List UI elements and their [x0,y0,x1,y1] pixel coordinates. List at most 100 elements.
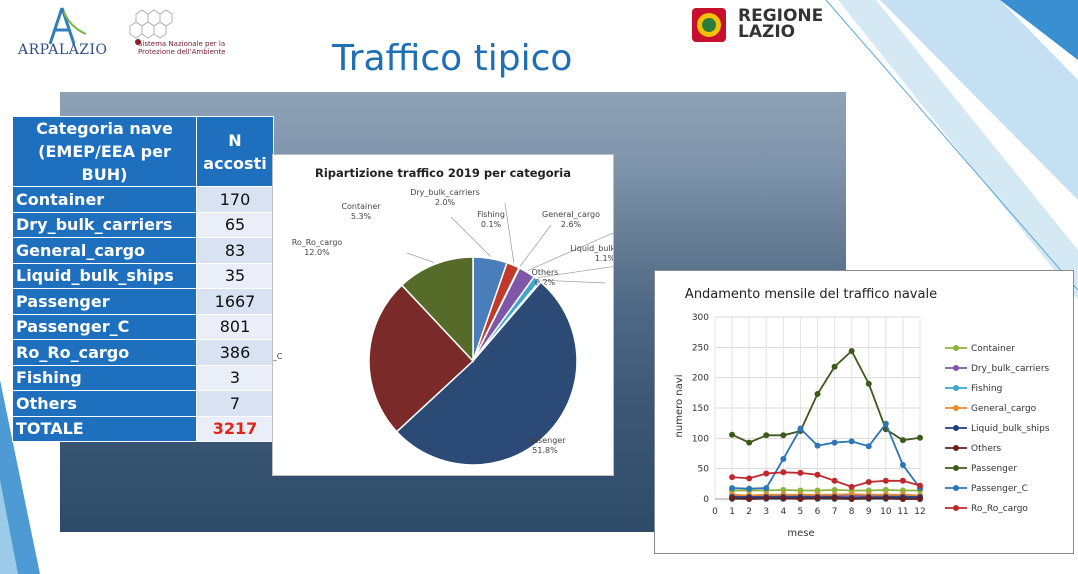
y-tick-label: 50 [698,465,710,475]
data-point [763,495,770,502]
table-cell-count: 3 [196,364,274,391]
series-line-passenger [731,349,921,444]
legend-swatch-marker [953,385,959,391]
table-cell-category: Passenger [12,288,197,315]
x-tick-label: 11 [897,507,908,517]
regione-lazio-logo-text: REGIONE LAZIO [738,6,824,42]
table-header-category: Categoria nave (EMEP/EEA per BUH) [12,116,197,187]
table-cell-count: 386 [196,339,274,366]
legend-swatch-marker [953,345,959,351]
series-line-ro-ro-cargo [732,471,921,488]
data-point [763,485,770,492]
legend-label: Dry_bulk_carriers [971,364,1050,374]
legend-swatch-marker [953,445,959,451]
legend-label: Passenger [971,464,1017,474]
x-tick-label: 4 [780,507,786,517]
legend-label: Passenger_C [971,484,1028,494]
data-point [729,495,736,502]
legend-label: Container [971,344,1015,354]
pie-label-percent: 51.8% [532,446,558,455]
pie-label-name: General_cargo [542,210,600,219]
table-cell-count: 35 [196,262,274,289]
data-point [814,391,821,398]
data-point [882,495,889,502]
table-row: Passenger 1667 [12,288,274,315]
data-point [797,469,804,476]
pie-label-name: Fishing [477,210,505,219]
data-point [763,432,770,439]
pie-slice-ro-ro-cargo [400,256,474,363]
data-point [831,363,838,370]
data-point [797,496,804,502]
data-point [729,474,736,481]
data-point [814,495,821,502]
pie-label-name: Dry_bulk_carriers [410,188,480,197]
data-point [797,487,804,494]
x-tick-label: 2 [746,507,752,517]
table-cell-count: 170 [196,186,274,213]
data-point [865,487,872,494]
data-point [848,347,855,354]
x-axis-label: mese [787,528,814,539]
legend-label: General_cargo [971,404,1037,414]
data-point [917,496,923,502]
table-header-count: N accosti [196,116,274,187]
data-point [746,496,753,502]
legend-swatch-marker [953,405,959,411]
data-point [917,434,923,441]
data-point [780,455,787,462]
x-tick-label: 1 [729,507,735,517]
y-tick-label: 250 [692,343,709,353]
table-cell-category: TOTALE [12,415,197,442]
data-point [780,432,787,439]
table-cell-count: 801 [196,313,274,340]
data-point [814,487,821,494]
pie-label-name: Ro_Ro_cargo [292,238,343,247]
y-tick-label: 0 [703,495,709,505]
x-tick-label: 10 [880,507,892,517]
legend-swatch-marker [953,365,959,371]
data-point [899,487,906,494]
data-point [831,495,838,502]
page-title: Traffico tipico [332,38,573,79]
pie-label-name: Liquid_bulk_ships [570,244,613,253]
data-point [848,483,855,490]
pie-leader-line [406,252,435,263]
data-point [814,471,821,478]
pie-label-name: Others [532,268,559,277]
y-axis-label: numero navi [674,375,685,438]
y-tick-label: 300 [692,313,709,323]
pie-chart-panel: Ripartizione traffico 2019 per categoria… [232,154,666,476]
table-row: Ro_Ro_cargo 386 [12,339,274,366]
arpalazio-logo-icon [48,7,87,45]
data-point [865,380,872,387]
data-point [831,439,838,446]
table-cell-category: Passenger_C [12,313,197,340]
data-point [865,443,872,450]
data-point [865,495,872,502]
y-tick-label: 150 [692,404,709,414]
table-cell-category: Fishing [12,364,197,391]
table-cell-category: Container [12,186,197,213]
data-point [831,486,838,493]
regione-lazio-logo-icon [692,8,726,42]
legend-label: Liquid_bulk_ships [971,424,1050,434]
pie-chart-title: Ripartizione traffico 2019 per categoria [315,166,571,180]
table-row: TOTALE 3217 [12,415,274,442]
table-row: Fishing 3 [12,364,274,391]
data-point [882,486,889,493]
data-point [746,439,753,446]
series-line-container [732,488,920,492]
pie-label-percent: 2.6% [561,220,582,229]
legend-label: Fishing [971,384,1002,394]
table-cell-category: Ro_Ro_cargo [12,339,197,366]
pie-label-percent: 0.2% [535,278,556,287]
data-point [899,477,906,484]
pie-leader-line [504,202,515,264]
pie-label-name: Passenger [525,436,567,445]
line-chart: Andamento mensile del traffico navale me… [674,287,1050,539]
pie-label-percent: 12.0% [304,248,330,257]
legend-label: Ro_Ro_cargo [971,504,1028,514]
legend-label: Others [971,444,1002,454]
